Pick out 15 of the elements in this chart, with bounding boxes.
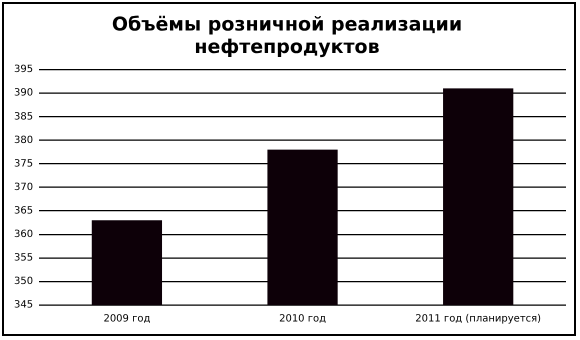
x-tick-label: 2009 год bbox=[103, 314, 150, 325]
y-tick-label: 370 bbox=[14, 182, 34, 193]
y-tick-label: 345 bbox=[14, 300, 34, 311]
y-tick-label: 350 bbox=[14, 276, 34, 288]
y-tick-label: 395 bbox=[14, 64, 34, 76]
y-tick-label: 365 bbox=[14, 205, 34, 216]
chart-title: Объёмы розничной реализации нефтепродуктов bbox=[112, 13, 462, 58]
x-tick-label: 2011 год (планируется) bbox=[415, 314, 542, 325]
x-tick-label: 2010 год bbox=[279, 314, 326, 325]
y-tick-label: 380 bbox=[14, 134, 34, 146]
y-tick-label: 355 bbox=[14, 252, 34, 264]
y-tick-label: 385 bbox=[14, 111, 34, 122]
y-tick-label: 390 bbox=[14, 88, 34, 99]
y-tick-label: 375 bbox=[14, 158, 34, 170]
y-tick-label: 360 bbox=[14, 228, 34, 240]
